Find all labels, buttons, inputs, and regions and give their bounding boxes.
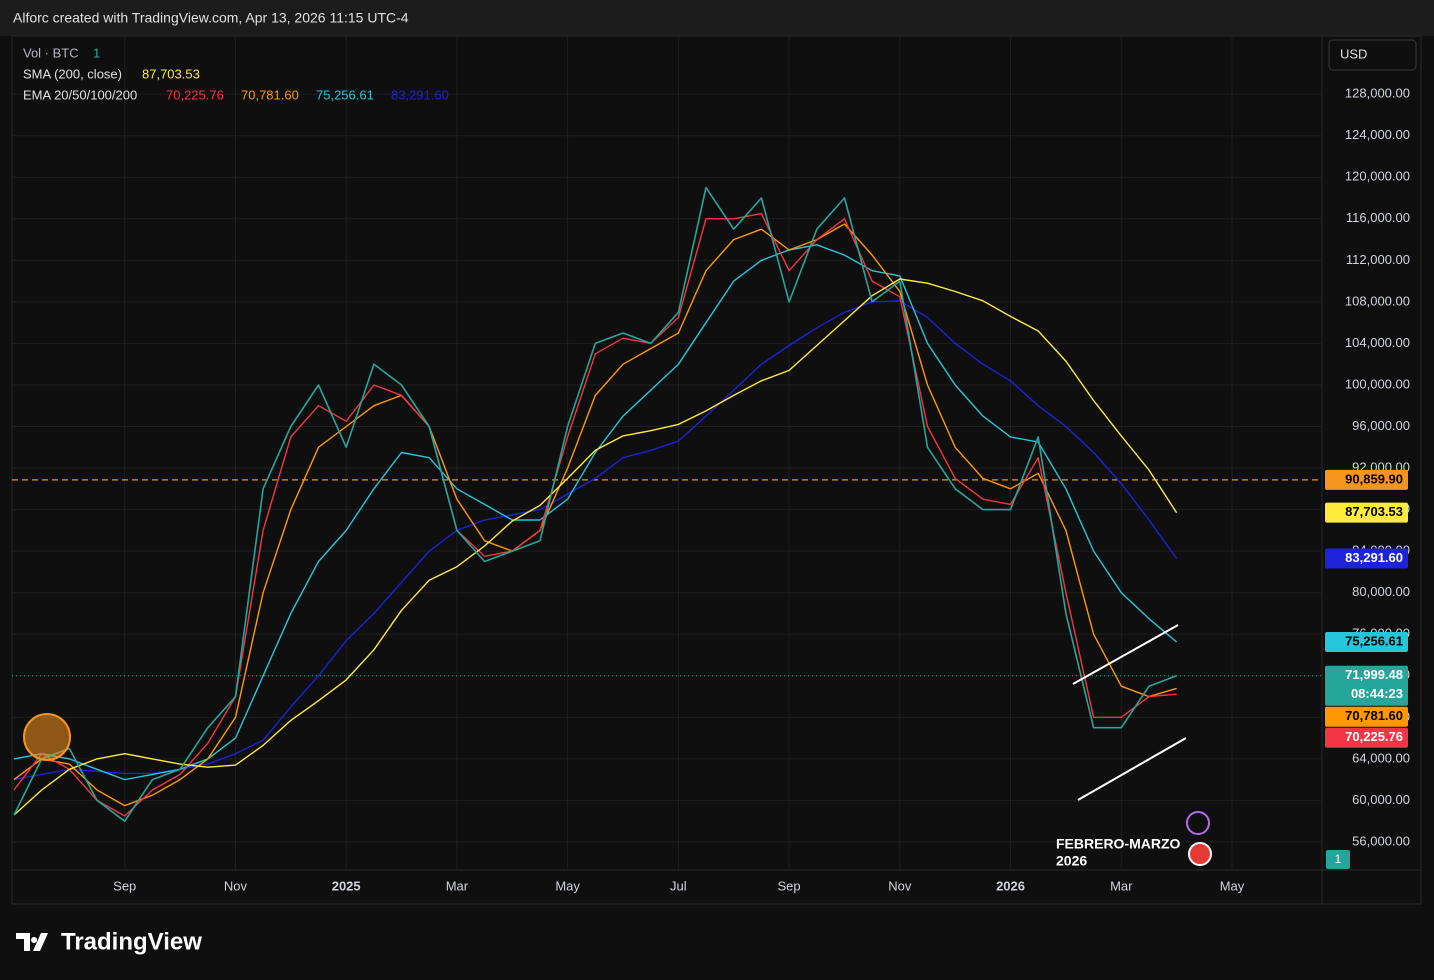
x-tick-label: Mar bbox=[446, 878, 469, 893]
legend-value: 87,703.53 bbox=[142, 66, 200, 81]
icon[interactable] bbox=[1186, 811, 1210, 835]
y-tick-label: 108,000.00 bbox=[1345, 293, 1410, 308]
price-badge bbox=[1325, 706, 1408, 727]
price-badge-label: 90,859.90 bbox=[1345, 471, 1403, 486]
circle-drawing bbox=[23, 713, 71, 761]
price-badge-label: 08:44:23 bbox=[1351, 686, 1403, 701]
chart-frame bbox=[11, 35, 1422, 905]
price-badge bbox=[1325, 665, 1408, 706]
price-badge-label: 87,703.53 bbox=[1345, 504, 1403, 519]
y-tick-label: 60,000.00 bbox=[1352, 792, 1410, 807]
price-line-series bbox=[13, 186, 1177, 822]
legend-value: 75,256.61 bbox=[316, 87, 374, 102]
x-tick-label: 2026 bbox=[996, 878, 1025, 893]
y-tick-label: 128,000.00 bbox=[1345, 86, 1410, 101]
y-tick-label: 64,000.00 bbox=[1352, 750, 1410, 765]
y-tick-label: 104,000.00 bbox=[1345, 335, 1410, 350]
footer-brand: TradingView bbox=[61, 928, 202, 955]
legend-value: 83,291.60 bbox=[391, 87, 449, 102]
legend-label: SMA (200, close) bbox=[23, 66, 122, 81]
volume-badge-label: 1 bbox=[1335, 852, 1342, 866]
y-tick-label: 56,000.00 bbox=[1352, 833, 1410, 848]
y-tick-label: 112,000.00 bbox=[1346, 252, 1410, 267]
x-tick-label: Nov bbox=[224, 878, 248, 893]
x-tick-label: May bbox=[555, 878, 580, 893]
channel-line bbox=[1072, 624, 1179, 685]
legend-label: Vol · BTC bbox=[23, 45, 79, 60]
x-tick-label: Nov bbox=[888, 878, 912, 893]
header-text: Alforc created with TradingView.com, Apr… bbox=[13, 10, 409, 26]
y-tick-label: 120,000.00 bbox=[1345, 169, 1410, 184]
x-tick-label: 2025 bbox=[332, 878, 361, 893]
legend-value: 1 bbox=[93, 45, 100, 60]
currency-button[interactable] bbox=[1328, 39, 1417, 71]
price-badge bbox=[1325, 469, 1408, 490]
volume-badge bbox=[1326, 850, 1350, 869]
annotation: 2026 bbox=[1056, 853, 1087, 869]
price-badge bbox=[1325, 548, 1408, 569]
channel-line bbox=[1077, 737, 1187, 801]
annotation: FEBRERO-MARZO bbox=[1056, 836, 1181, 852]
x-tick-label: Mar bbox=[1110, 878, 1133, 893]
x-tick-label: Jul bbox=[670, 878, 687, 893]
price-badge-label: 75,256.61 bbox=[1345, 633, 1403, 648]
y-tick-label: 116,000.00 bbox=[1346, 210, 1410, 225]
indicator-line bbox=[13, 300, 1178, 781]
x-tick-label: May bbox=[1220, 878, 1245, 893]
indicator-line bbox=[13, 278, 1178, 816]
indicator-line bbox=[13, 212, 1177, 817]
price-badge-label: 83,291.60 bbox=[1345, 550, 1403, 565]
price-badge-label: 70,225.76 bbox=[1345, 729, 1403, 744]
y-tick-label: 124,000.00 bbox=[1345, 127, 1410, 142]
icon[interactable] bbox=[1188, 842, 1212, 866]
legend-value: 70,781.60 bbox=[241, 87, 299, 102]
legend-label: EMA 20/50/100/200 bbox=[23, 87, 137, 102]
y-tick-label: 100,000.00 bbox=[1345, 376, 1410, 391]
x-tick-label: Sep bbox=[113, 878, 136, 893]
legend-value: 70,225.76 bbox=[166, 87, 224, 102]
indicator-line bbox=[13, 223, 1177, 807]
header-bar bbox=[0, 0, 1434, 36]
price-badge bbox=[1325, 631, 1408, 652]
x-tick-label: Sep bbox=[778, 878, 801, 893]
currency-label: USD bbox=[1340, 46, 1367, 61]
price-badge bbox=[1325, 502, 1408, 523]
price-badge bbox=[1325, 727, 1408, 748]
logo bbox=[16, 933, 48, 951]
y-tick-label: 80,000.00 bbox=[1352, 584, 1410, 599]
y-tick-label: 96,000.00 bbox=[1352, 418, 1410, 433]
price-badge-label: 70,781.60 bbox=[1345, 708, 1403, 723]
price-badge-label: 71,999.48 bbox=[1345, 667, 1403, 682]
